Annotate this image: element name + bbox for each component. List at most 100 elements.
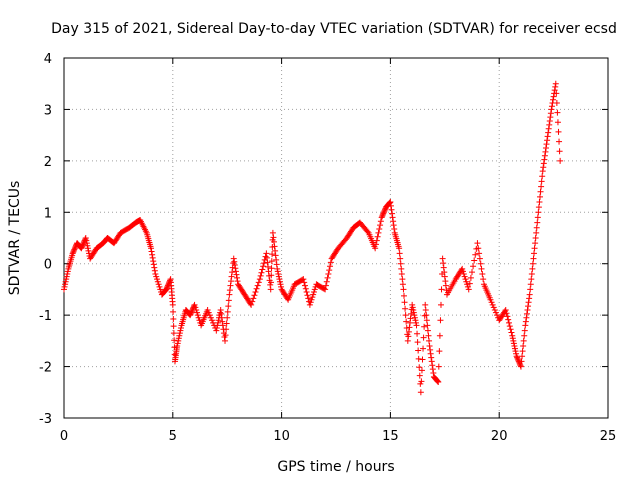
data-point (227, 282, 234, 289)
data-point (399, 276, 406, 283)
data-point (396, 245, 403, 252)
x-tick-label: 5 (169, 429, 177, 444)
data-point (324, 274, 331, 281)
data-point (529, 265, 536, 272)
data-point (405, 333, 412, 340)
data-point (406, 319, 413, 326)
data-point (381, 208, 388, 214)
data-point (405, 328, 412, 335)
data-point (187, 312, 194, 319)
data-point (492, 309, 499, 316)
data-point (226, 291, 233, 298)
data-point (442, 282, 449, 289)
data-point (323, 278, 330, 285)
data-point (196, 317, 203, 324)
data-point (415, 355, 422, 362)
data-point (511, 343, 518, 349)
data-point (477, 260, 484, 267)
data-point (533, 229, 540, 236)
data-point (148, 245, 155, 252)
data-point (262, 253, 269, 260)
data-point (265, 263, 271, 270)
data-point (214, 322, 221, 329)
data-point (256, 276, 263, 283)
data-point (157, 286, 164, 293)
data-point (502, 307, 509, 313)
data-point (309, 294, 316, 301)
data-point (80, 241, 87, 248)
data-point (274, 265, 281, 272)
data-point (170, 308, 177, 315)
data-point (257, 272, 264, 279)
data-point (465, 286, 472, 293)
data-point (546, 118, 553, 124)
data-point (388, 206, 395, 213)
data-point (219, 322, 226, 329)
data-point (490, 304, 497, 311)
data-point (253, 285, 260, 292)
data-point (537, 193, 543, 200)
data-point (82, 236, 89, 243)
data-point (249, 298, 256, 305)
data-point (479, 271, 486, 277)
data-point (509, 332, 516, 339)
data-point (415, 347, 422, 354)
data-point (152, 271, 159, 277)
data-point (540, 160, 547, 167)
data-point (175, 337, 182, 344)
data-series (61, 80, 564, 396)
data-point (487, 296, 494, 303)
data-point (177, 327, 184, 334)
data-point (532, 240, 539, 247)
data-point (265, 268, 272, 275)
data-point (215, 317, 222, 324)
data-point (387, 202, 394, 209)
data-point (538, 178, 545, 185)
data-point (413, 322, 420, 329)
data-point (544, 133, 551, 140)
data-point (322, 282, 329, 289)
data-point (272, 247, 279, 254)
data-point (423, 312, 430, 319)
data-point (407, 315, 414, 322)
y-tick-label: 3 (44, 103, 52, 118)
data-point (259, 266, 266, 273)
data-point (61, 283, 68, 290)
data-point (194, 309, 201, 316)
data-point (412, 317, 419, 324)
data-point (409, 304, 416, 311)
data-point (61, 286, 67, 293)
data-point (420, 334, 427, 341)
axis-ticks: 0 5 10 15 20 25 -3 -2 -1 0 1 2 3 4 (39, 52, 616, 444)
data-point (427, 350, 434, 357)
data-point (440, 260, 447, 267)
data-point (228, 278, 235, 285)
data-point (417, 389, 424, 396)
data-point (556, 138, 563, 145)
data-point (70, 249, 77, 256)
data-point (231, 262, 238, 268)
data-point (523, 314, 530, 321)
data-point (213, 325, 220, 331)
data-point (522, 318, 529, 325)
data-point (460, 271, 467, 277)
data-point (554, 119, 561, 126)
data-point (204, 307, 211, 313)
data-point (541, 152, 548, 159)
data-point (471, 257, 478, 264)
data-point (387, 199, 394, 205)
data-point (301, 282, 308, 289)
data-point (278, 283, 285, 290)
data-point (434, 378, 441, 385)
data-point (416, 364, 423, 371)
data-point (476, 255, 483, 262)
data-point (403, 325, 410, 331)
data-point (541, 156, 548, 163)
data-point (63, 273, 70, 280)
data-point (538, 183, 545, 190)
data-point (440, 264, 447, 271)
data-point (430, 370, 437, 376)
data-point (377, 218, 384, 225)
data-point (156, 283, 163, 290)
data-point (403, 318, 410, 325)
